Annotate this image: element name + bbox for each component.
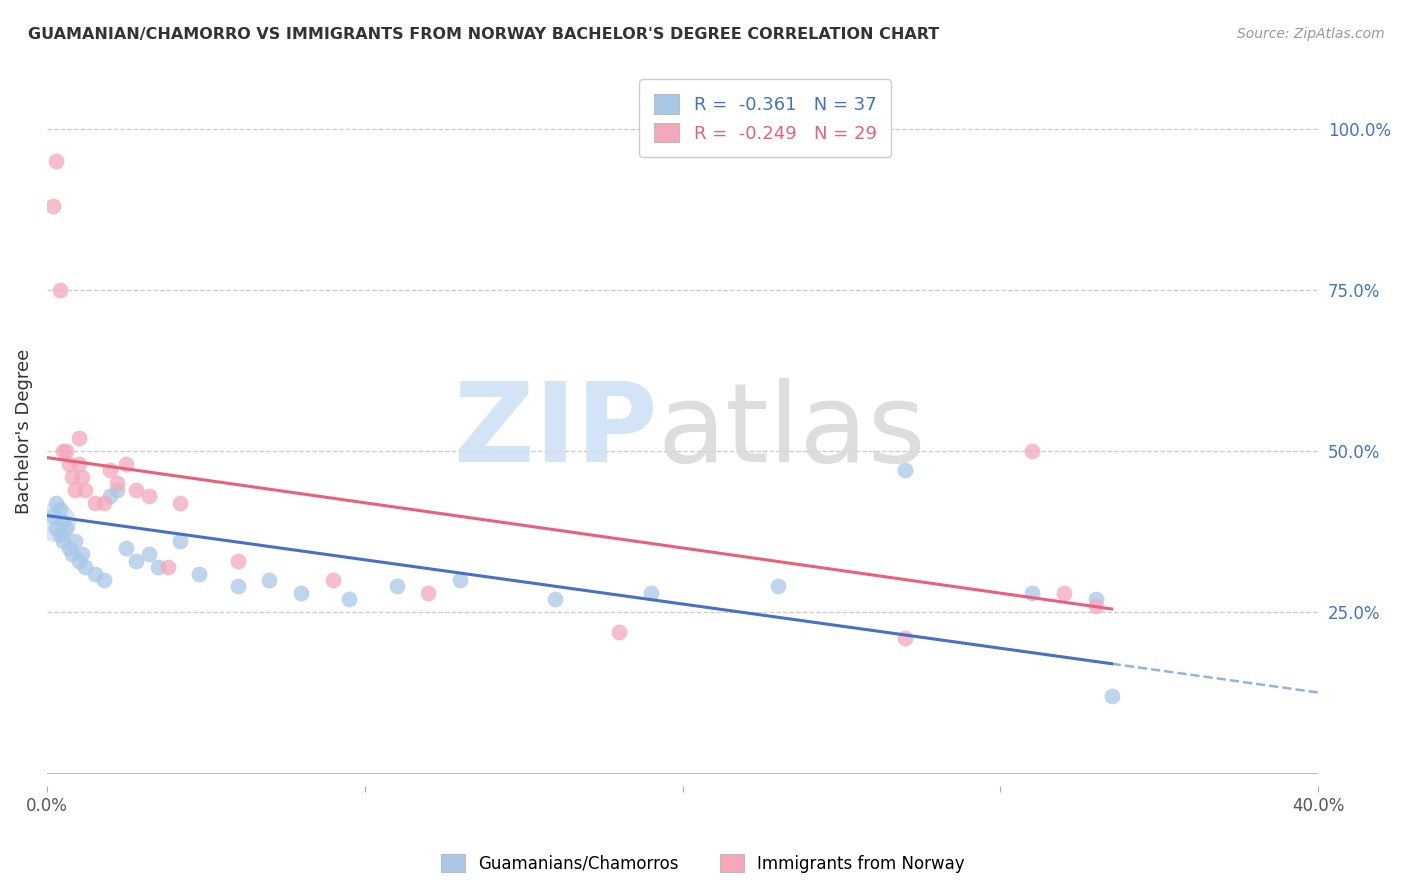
- Point: [100, 489, 122, 503]
- Point: [73, 560, 96, 574]
- Point: [226, 579, 249, 593]
- Point: [70, 547, 93, 561]
- Text: ZIP: ZIP: [454, 378, 657, 485]
- Point: [42, 199, 65, 213]
- Point: [55, 521, 77, 535]
- Point: [48, 283, 70, 297]
- Point: [48, 528, 70, 542]
- Point: [83, 566, 105, 581]
- Text: Source: ZipAtlas.com: Source: ZipAtlas.com: [1237, 27, 1385, 41]
- Point: [52, 534, 75, 549]
- Point: [1021, 444, 1043, 458]
- Point: [60, 547, 83, 561]
- Point: [45, 154, 67, 169]
- Point: [640, 586, 662, 600]
- Legend: R =  -0.361   N = 37, R =  -0.249   N = 29: R = -0.361 N = 37, R = -0.249 N = 29: [640, 79, 891, 157]
- Point: [65, 483, 87, 497]
- Point: [58, 541, 80, 555]
- Point: [45, 521, 67, 535]
- Point: [67, 554, 90, 568]
- Text: GUAMANIAN/CHAMORRO VS IMMIGRANTS FROM NORWAY BACHELOR'S DEGREE CORRELATION CHART: GUAMANIAN/CHAMORRO VS IMMIGRANTS FROM NO…: [28, 27, 939, 42]
- Point: [93, 496, 115, 510]
- Point: [65, 534, 87, 549]
- Point: [1053, 586, 1076, 600]
- Point: [48, 502, 70, 516]
- Point: [766, 579, 789, 593]
- Point: [146, 560, 169, 574]
- Point: [544, 592, 567, 607]
- Point: [226, 554, 249, 568]
- Text: atlas: atlas: [657, 378, 925, 485]
- Y-axis label: Bachelor's Degree: Bachelor's Degree: [15, 349, 32, 515]
- Point: [105, 483, 128, 497]
- Legend: Guamanians/Chamorros, Immigrants from Norway: Guamanians/Chamorros, Immigrants from No…: [434, 847, 972, 880]
- Point: [45, 515, 67, 529]
- Point: [138, 547, 160, 561]
- Point: [1084, 599, 1107, 613]
- Point: [67, 457, 90, 471]
- Point: [156, 560, 179, 574]
- Point: [1101, 689, 1123, 703]
- Point: [259, 573, 281, 587]
- Point: [70, 470, 93, 484]
- Point: [93, 573, 115, 587]
- Point: [125, 483, 148, 497]
- Point: [125, 554, 148, 568]
- Point: [1021, 586, 1043, 600]
- Point: [60, 470, 83, 484]
- Point: [55, 444, 77, 458]
- Point: [1084, 592, 1107, 607]
- Point: [607, 624, 630, 639]
- Point: [894, 631, 917, 645]
- Point: [52, 444, 75, 458]
- Point: [58, 457, 80, 471]
- Point: [449, 573, 471, 587]
- Point: [45, 496, 67, 510]
- Point: [100, 463, 122, 477]
- Point: [105, 476, 128, 491]
- Point: [169, 496, 191, 510]
- Point: [52, 515, 75, 529]
- Point: [169, 534, 191, 549]
- Point: [337, 592, 360, 607]
- Point: [188, 566, 211, 581]
- Point: [67, 431, 90, 445]
- Point: [115, 457, 138, 471]
- Point: [418, 586, 440, 600]
- Point: [73, 483, 96, 497]
- Point: [42, 508, 65, 523]
- Point: [385, 579, 408, 593]
- Point: [115, 541, 138, 555]
- Point: [290, 586, 312, 600]
- Point: [894, 463, 917, 477]
- Point: [322, 573, 344, 587]
- Point: [83, 496, 105, 510]
- Point: [138, 489, 160, 503]
